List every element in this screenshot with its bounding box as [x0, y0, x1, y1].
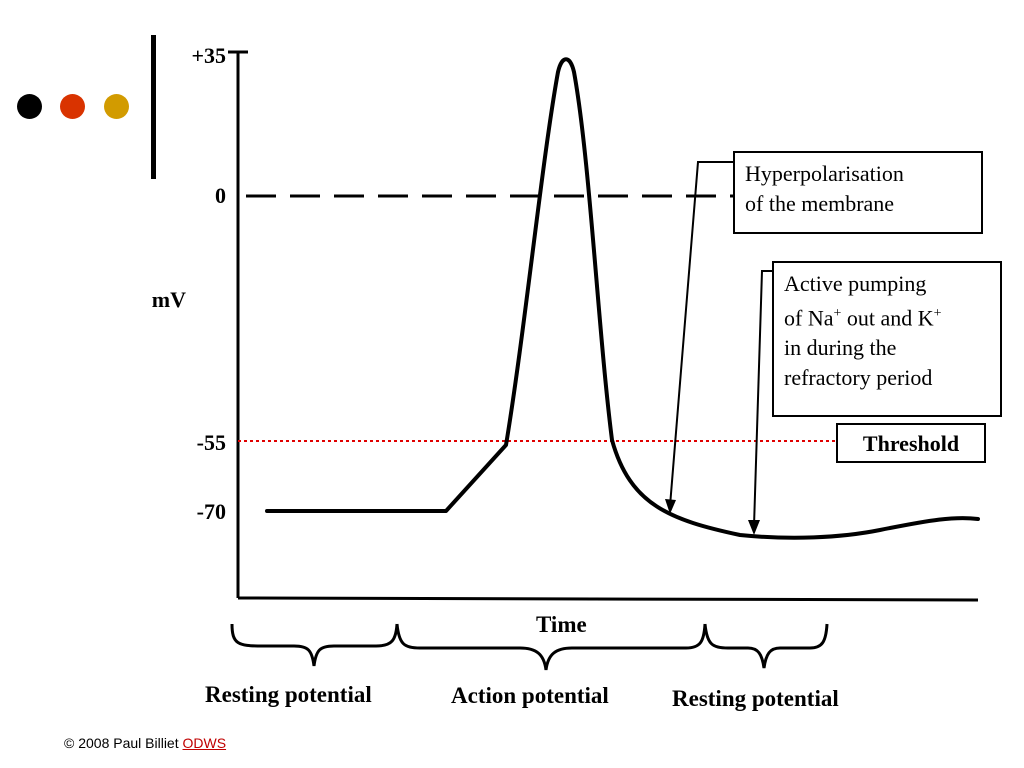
pumping-arrowhead [748, 520, 760, 535]
black-dot-icon [17, 94, 42, 119]
copyright-text: © 2008 Paul Billiet [64, 735, 183, 751]
phase-label-resting-1: Resting potential [205, 682, 372, 707]
pumping-line-2: of Na+ out and K+ [784, 299, 990, 333]
pumping-box: Active pumping of Na+ out and K+ in duri… [772, 261, 1002, 417]
phase-label-action: Action potential [451, 683, 609, 708]
pumping-line-1: Active pumping [784, 271, 927, 296]
y-axis-label: mV [151, 287, 186, 312]
y-tick-label-55: -55 [196, 430, 226, 455]
brace-resting-1 [230, 623, 399, 667]
pumping-arrow-line [753, 270, 772, 527]
sodium-charge: + [833, 306, 842, 321]
hyperpolarisation-line-1: Hyperpolarisation [745, 161, 904, 186]
hyperpolarisation-box: Hyperpolarisation of the membrane [733, 151, 983, 234]
y-tick-label-70: -70 [196, 499, 226, 524]
hyperpolarisation-line-2: of the membrane [745, 191, 895, 216]
vertical-divider-bar [151, 35, 156, 179]
y-tick-label-35: +35 [191, 43, 226, 68]
pumping-line-2-mid: out and K [841, 305, 934, 331]
threshold-label: Threshold [862, 431, 960, 456]
copyright-footer: © 2008 Paul Billiet ODWS [64, 735, 226, 751]
brace-action [395, 623, 707, 671]
x-axis [237, 596, 979, 602]
potassium-charge: + [933, 306, 942, 321]
gold-dot-icon [104, 94, 129, 119]
hyperpolarisation-arrow-line [669, 161, 733, 507]
red-dot-icon [60, 94, 85, 119]
threshold-box: Threshold [836, 423, 986, 463]
pumping-line-4: refractory period [784, 365, 933, 391]
x-axis-label: Time [536, 612, 587, 637]
brace-resting-2 [703, 623, 829, 669]
pumping-line-2-pre: of Na [784, 305, 834, 331]
y-tick-label-0: 0 [215, 183, 226, 208]
pumping-line-3: in during the [784, 335, 897, 361]
hyperpolarisation-arrowhead [665, 499, 676, 514]
phase-label-resting-2: Resting potential [672, 686, 839, 711]
membrane-potential-curve [265, 57, 980, 540]
odws-link[interactable]: ODWS [182, 735, 227, 751]
